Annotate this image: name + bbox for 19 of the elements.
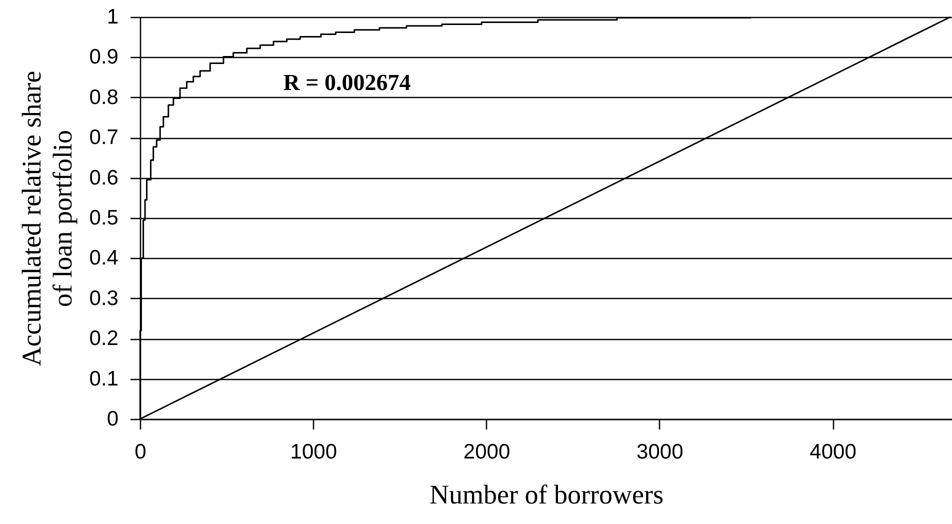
- y-tick-label: 0: [106, 408, 118, 430]
- annotation: R = 0.002674: [283, 70, 412, 95]
- y-tick-label: 0.7: [89, 126, 118, 150]
- y-tick-label: 0.5: [89, 206, 118, 230]
- y-tick-label: 0.2: [89, 327, 118, 350]
- y-tick-label: 0.3: [89, 286, 118, 310]
- x-tick-label: 1000: [290, 440, 337, 464]
- x-tick-label: 3000: [636, 440, 684, 464]
- y-axis-title: Accumulated relative share of loan portfolio: [16, 70, 78, 366]
- x-tick-label: 4000: [810, 440, 856, 464]
- x-tick-label: 0: [134, 440, 146, 464]
- x-axis-title: Number of borrowers: [430, 480, 664, 510]
- y-tick-label: 1: [106, 6, 118, 28]
- y-tick-label: 0.9: [89, 46, 118, 69]
- y-tick-label: 0.4: [89, 246, 119, 270]
- y-tick-label: 0.6: [89, 166, 118, 190]
- y-tick-label: 0.1: [89, 367, 118, 390]
- x-tick-label: 2000: [463, 440, 510, 464]
- y-tick-label: 0.8: [89, 86, 118, 109]
